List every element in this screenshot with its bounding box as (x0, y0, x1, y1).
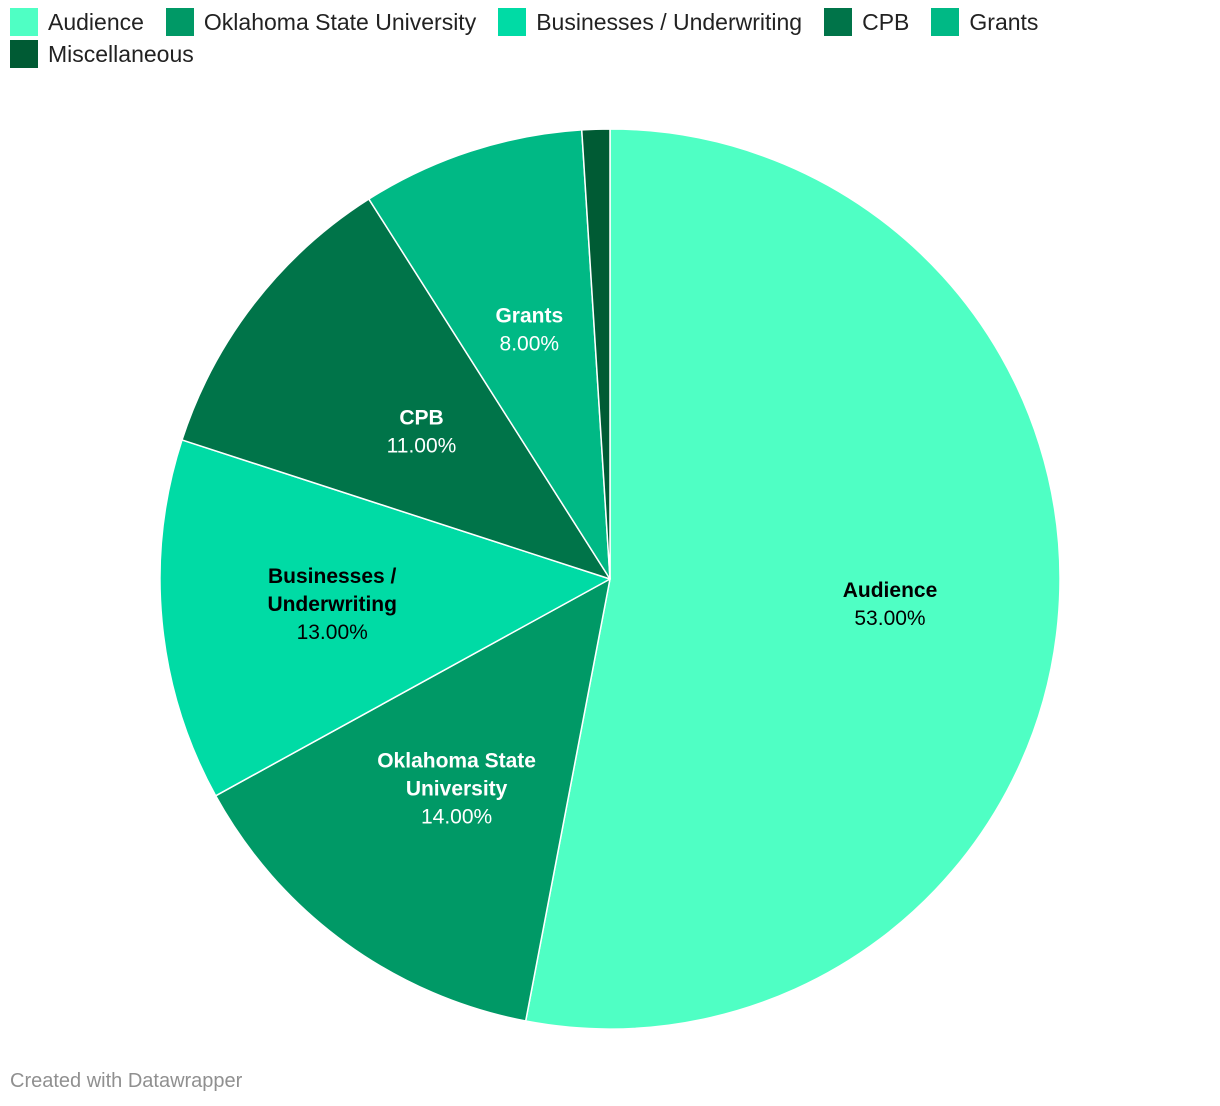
pie-slice-cpb[interactable] (181, 198, 611, 580)
legend-swatch (498, 8, 527, 36)
legend-swatch (165, 8, 194, 36)
slice-value-oklahoma-state-university: 14.00% (421, 806, 492, 829)
datawrapper-credit[interactable]: Created with Datawrapper (10, 1070, 243, 1092)
slice-label-grants: Grants (495, 304, 563, 327)
legend-label: Miscellaneous (48, 40, 194, 67)
slice-label-oklahoma-state-university: University (406, 778, 508, 801)
legend-label: CPB (862, 8, 910, 35)
slice-value-grants: 8.00% (500, 332, 560, 355)
legend-item-businesses-underwriting: Businesses / Underwriting (498, 8, 802, 36)
legend-label: Businesses / Underwriting (536, 8, 803, 35)
pie-slice-audience[interactable] (524, 128, 1061, 1030)
pie-slice-businesses-underwriting[interactable] (159, 439, 611, 797)
legend-item-cpb: CPB (824, 8, 909, 36)
legend-label: Grants (969, 8, 1039, 35)
slice-label-businesses-underwriting: Underwriting (267, 593, 397, 616)
legend-item-miscellaneous: Miscellaneous (10, 40, 194, 68)
pie-slice-oklahoma-state-university[interactable] (214, 578, 611, 1022)
pie-slice-grants[interactable] (368, 129, 611, 580)
pie-slices (159, 128, 1061, 1030)
legend-label: Audience (48, 8, 144, 35)
legend-item-oklahoma-state-university: Oklahoma State University (165, 8, 477, 36)
legend-swatch (10, 8, 38, 36)
legend-swatch (931, 8, 960, 36)
slice-value-cpb: 11.00% (387, 434, 457, 457)
pie-slice-miscellaneous[interactable] (580, 128, 611, 580)
legend-item-audience: Audience (10, 8, 144, 36)
slice-label-audience: Audience (843, 579, 938, 602)
legend-label: Oklahoma State University (203, 8, 477, 35)
slice-label-businesses-underwriting: Businesses / (268, 565, 397, 588)
legend-swatch (10, 40, 38, 68)
slice-value-audience: 53.00% (854, 607, 925, 630)
slice-label-cpb: CPB (399, 406, 443, 429)
chart-legend: Audience Oklahoma State University Busines… (10, 8, 1210, 68)
pie-slice-labels: Audience 53.00% Oklahoma State University 14… (267, 304, 937, 828)
slice-label-oklahoma-state-university: Oklahoma State (377, 750, 536, 773)
slice-value-businesses-underwriting: 13.00% (297, 621, 368, 644)
legend-swatch (824, 8, 853, 36)
legend-item-grants: Grants (931, 8, 1038, 36)
